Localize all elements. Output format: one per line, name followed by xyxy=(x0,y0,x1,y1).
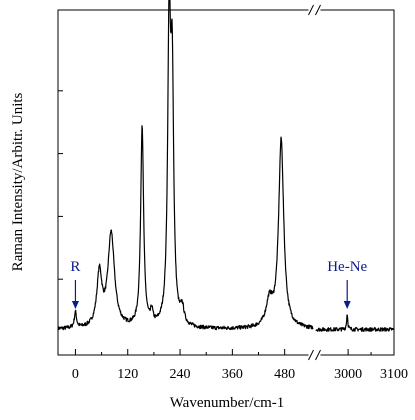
annotation-label: R xyxy=(70,259,80,275)
annotation-label: He-Ne xyxy=(327,259,367,275)
x-tick-label: 0 xyxy=(72,367,79,382)
annotation-arrow-head xyxy=(71,301,79,309)
axis-break-gap xyxy=(308,8,321,12)
axis-breaks xyxy=(308,4,321,361)
annotations: R He-Ne xyxy=(70,259,368,309)
x-tick-label: 3100 xyxy=(380,367,408,382)
x-tick-label: 360 xyxy=(222,367,243,382)
axis-break-slash xyxy=(308,4,314,16)
annotation-arrow-head xyxy=(343,301,351,309)
x-ticks: 0 120 240 360 480 3000 3100 xyxy=(72,349,408,382)
axis-break-gap xyxy=(308,353,321,357)
axis-break-slash xyxy=(308,349,314,361)
y-axis-title: Raman Intensity/Arbitr. Units xyxy=(10,92,26,271)
axis-break-slash xyxy=(315,4,321,16)
plot-frame xyxy=(57,9,395,356)
y-ticks xyxy=(58,90,63,280)
x-tick-label: 3000 xyxy=(334,367,362,382)
x-tick-label: 480 xyxy=(274,367,295,382)
spectrum-line xyxy=(57,0,395,332)
axis-break-slash xyxy=(315,349,321,361)
x-tick-label: 240 xyxy=(170,367,191,382)
x-axis-title: Wavenumber/cm-1 xyxy=(170,395,285,411)
x-tick-label: 120 xyxy=(117,367,138,382)
